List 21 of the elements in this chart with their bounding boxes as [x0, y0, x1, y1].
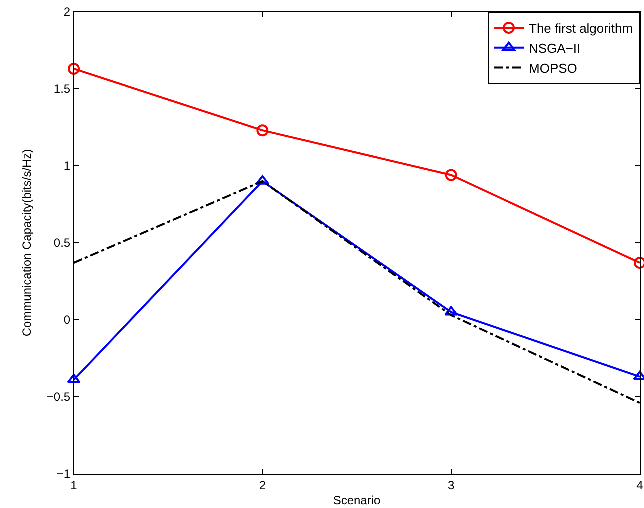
y-tick-label: −1: [56, 467, 71, 482]
y-tick-label: 0.5: [54, 236, 71, 250]
x-axis-title: Scenario: [333, 493, 381, 508]
y-tick-label: −0.5: [46, 390, 71, 404]
y-tick-label: 0: [64, 313, 71, 328]
y-tick-label: 1.5: [54, 82, 71, 96]
legend-label: NSGA−II: [529, 40, 581, 56]
legend-label: MOPSO: [529, 60, 578, 76]
y-axis-title: Communication Capacity(bits/s/Hz): [20, 149, 34, 337]
point: [68, 62, 80, 75]
legend-label: The first algorithm: [529, 21, 634, 36]
x-tick-label: 2: [259, 478, 266, 492]
y-tick-label: 1: [64, 159, 71, 174]
point: [67, 374, 81, 384]
point: [444, 306, 458, 316]
point: [445, 169, 458, 182]
point: [256, 124, 269, 137]
point: [256, 175, 270, 185]
y-tick-label: 2: [64, 5, 71, 20]
x-tick-label: 4: [636, 478, 644, 492]
x-tick-label: 3: [448, 478, 455, 492]
